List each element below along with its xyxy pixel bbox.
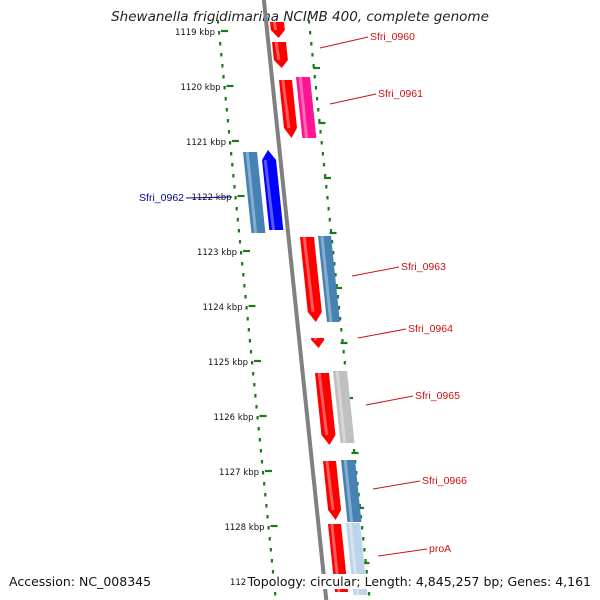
feature-grey-body	[333, 371, 355, 443]
feature-grey-highlight	[335, 370, 347, 444]
gene-label: Sfri_0963	[401, 261, 446, 273]
feature-sfri-0962	[262, 150, 284, 231]
feature-reverse-cds	[341, 459, 362, 523]
feature-reverse-cds-body	[341, 460, 362, 522]
kbp-tick-label: 1123 kbp	[197, 248, 237, 258]
gene-label: proA	[429, 543, 451, 555]
feature-forward-cds	[279, 79, 297, 138]
kbp-tick-label: 1127 kbp	[219, 468, 259, 478]
gene-label-leader	[377, 548, 428, 557]
kbp-tick-label: 1124 kbp	[202, 303, 242, 313]
kbp-tick-label: 1120 kbp	[180, 83, 220, 93]
feature-sfri-0960	[272, 41, 288, 68]
feature-reverse-cds-right-highlight	[320, 235, 333, 323]
gene-label-leader	[351, 266, 400, 277]
feature-sfri-0964-highlight	[313, 337, 318, 341]
feature-forward-cds-highlight	[281, 79, 291, 129]
topology-text: Topology: circular; Length: 4,845,257 bp…	[245, 574, 593, 589]
feature-sfri-0960-part-highlight	[272, 21, 278, 31]
feature-sfri-0963-body	[300, 237, 322, 322]
gene-label: Sfri_0966	[422, 475, 467, 487]
feature-sfri-0961	[296, 76, 317, 139]
feature-sfri-0962-highlight	[263, 159, 276, 231]
kbp-tick-label: 1125 kbp	[208, 358, 248, 368]
feature-sfri-0963-highlight	[302, 236, 315, 313]
kbp-tick-label: 1128 kbp	[224, 523, 264, 533]
feature-reverse-cds-left	[243, 151, 266, 234]
feature-sfri-0965-highlight	[317, 372, 329, 436]
feature-sfri-0966-body	[323, 461, 342, 520]
gene-label: Sfri_0960	[370, 31, 415, 43]
feature-sfri-0961-highlight	[298, 76, 309, 139]
gene-label-leader	[319, 36, 369, 49]
feature-sfri-0961-body	[296, 77, 317, 138]
feature-sfri-0960-part-body	[270, 22, 285, 38]
feature-sfri-0960-part	[270, 21, 285, 38]
accession-text: Accession: NC_008345	[7, 574, 154, 589]
kbp-tick-label: 1126 kbp	[213, 413, 253, 423]
gene-label-leader	[185, 196, 233, 199]
gene-label-leader	[372, 480, 421, 490]
feature-sfri-0966	[323, 460, 342, 520]
feature-reverse-cds-left-highlight	[245, 151, 258, 234]
kbp-tick-label: 1122 kbp	[191, 193, 231, 203]
map-title: Shewanella frigidimarina NCIMB 400, comp…	[111, 9, 489, 25]
feature-sfri-0960-body	[272, 42, 288, 68]
kbp-tick-label: 1121 kbp	[186, 138, 226, 148]
gene-label: Sfri_0965	[415, 390, 460, 402]
feature-sfri-0960-highlight	[274, 41, 281, 61]
feature-grey	[333, 370, 355, 444]
feature-reverse-cds-right	[318, 235, 340, 323]
gene-label: Sfri_0962	[139, 192, 184, 204]
gene-label-leader	[329, 93, 377, 105]
feature-sfri-0965	[315, 372, 336, 445]
kbp-tick-label: 1119 kbp	[175, 28, 215, 38]
feature-reverse-cds-right-body	[318, 236, 340, 322]
feature-sfri-0964-body	[311, 338, 325, 348]
gene-label-leader	[365, 395, 414, 406]
feature-forward-cds-body	[279, 80, 297, 138]
feature-sfri-0962-body	[262, 150, 284, 230]
gene-label: Sfri_0964	[408, 323, 453, 335]
feature-sfri-0964	[311, 337, 325, 348]
gene-label: Sfri_0961	[378, 88, 423, 100]
feature-reverse-cds-left-body	[243, 152, 266, 233]
gene-label-leader	[357, 328, 407, 339]
feature-reverse-cds-highlight	[343, 459, 354, 523]
feature-sfri-0966-highlight	[325, 460, 335, 511]
feature-sfri-0965-body	[315, 373, 336, 445]
genome-backbone	[261, 0, 329, 600]
feature-sfri-0963	[300, 236, 322, 322]
